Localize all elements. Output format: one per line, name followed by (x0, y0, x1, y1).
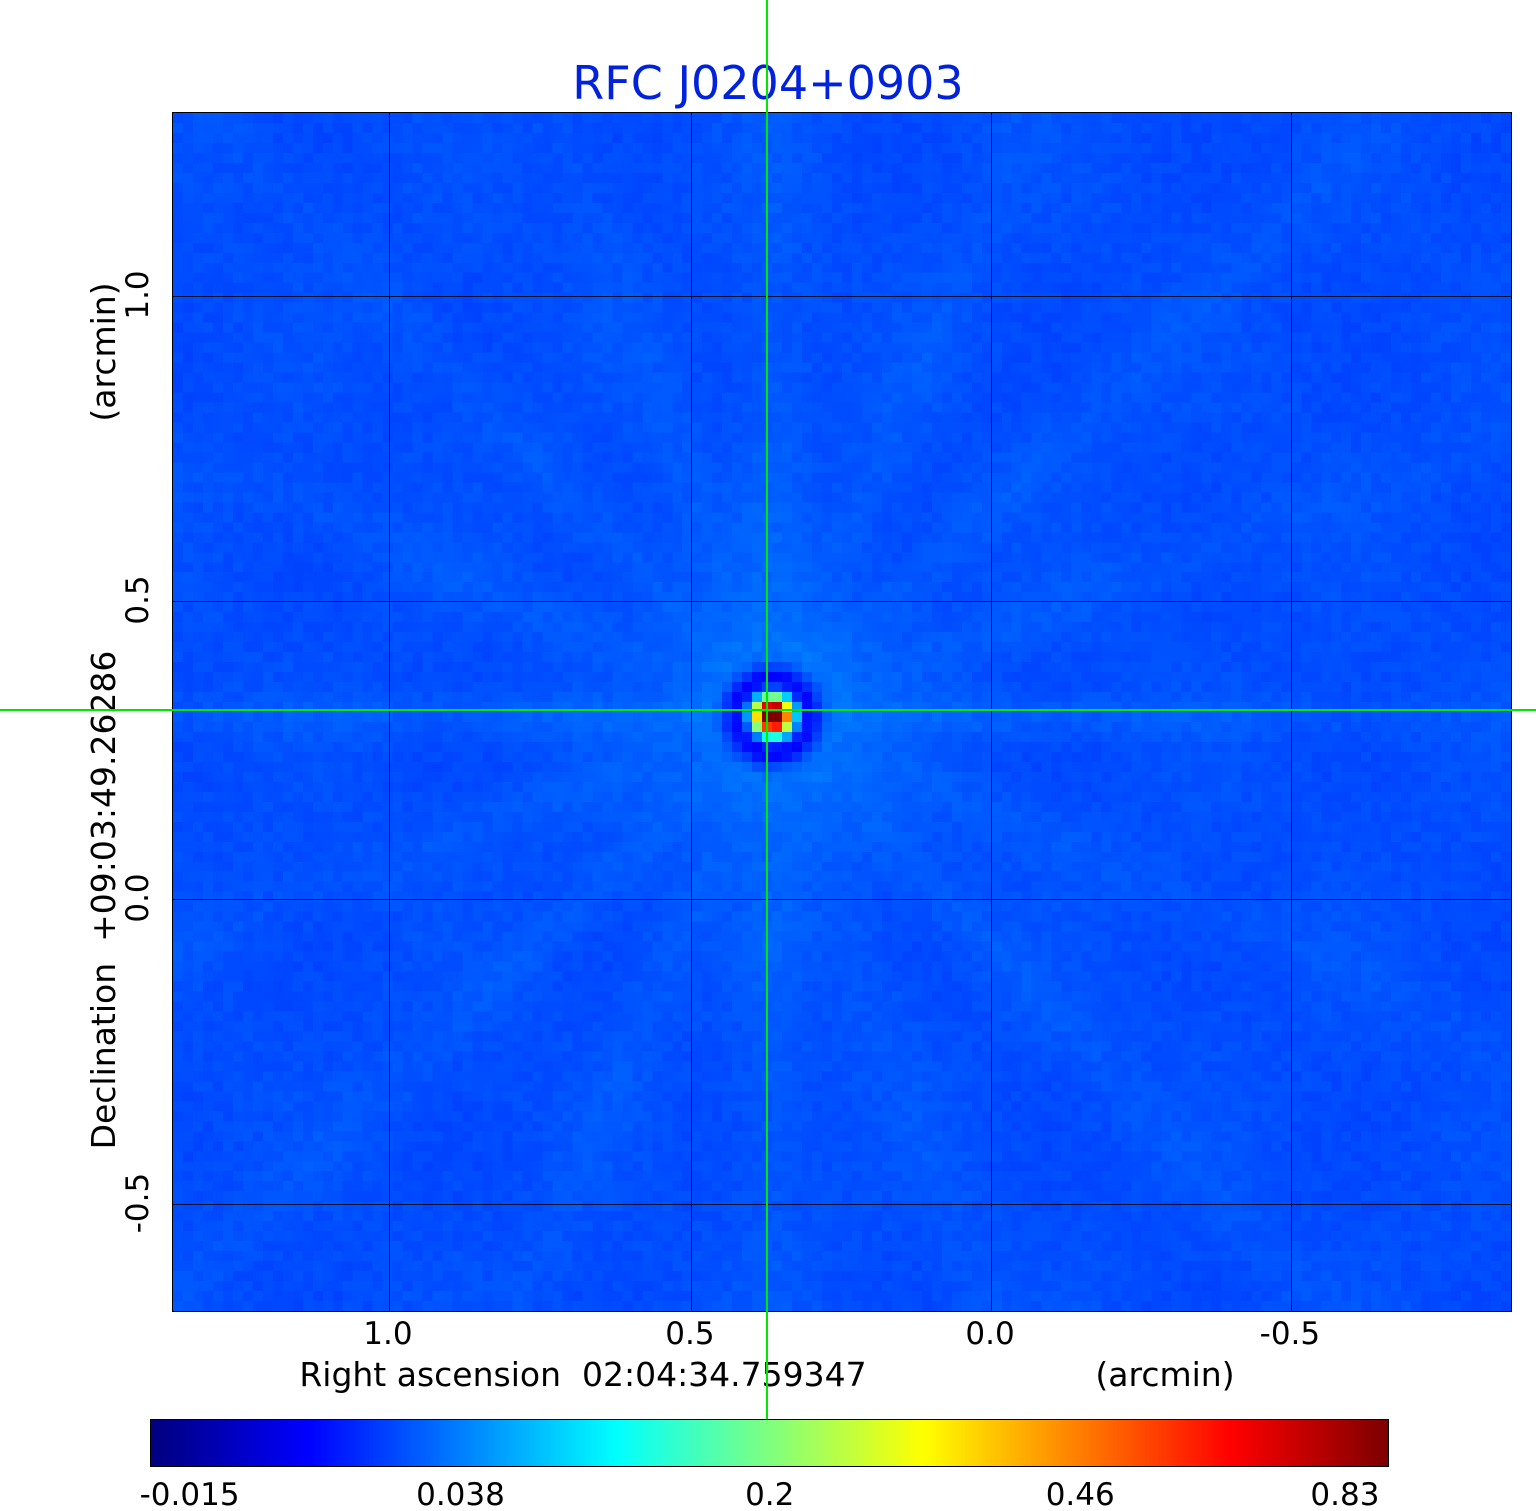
grid-line-vertical (388, 113, 390, 1311)
x-tick-label: -0.5 (1259, 1316, 1321, 1352)
colorbar-tick-label: 0.46 (1045, 1477, 1115, 1511)
x-axis-tick-labels: 1.0 0.5 0.0 -0.5 (172, 1316, 1510, 1352)
colorbar-tick-label: 0.83 (1310, 1477, 1380, 1511)
colorbar-tick-label: 0.038 (416, 1477, 505, 1511)
crosshair-horizontal-line (0, 709, 1536, 712)
x-tick-label: 0.5 (665, 1316, 715, 1352)
colorbar-gradient-canvas (151, 1420, 1388, 1466)
grid-line-vertical (991, 113, 993, 1311)
colorbar-tick-label: 0.2 (745, 1477, 795, 1511)
grid-line-horizontal (173, 600, 1511, 602)
grid-line-horizontal (173, 295, 1511, 297)
y-axis-label: Declination +09:03:49.26286 (84, 650, 123, 1150)
y-tick-label: 0.5 (120, 575, 156, 625)
heatmap-canvas (173, 113, 1511, 1311)
coordinate-grid (173, 113, 1511, 1311)
x-axis-label: Right ascension 02:04:34.759347 (299, 1355, 867, 1394)
grid-line-horizontal (173, 899, 1511, 900)
x-axis-unit-label: (arcmin) (1095, 1355, 1235, 1394)
colorbar (150, 1419, 1389, 1467)
x-tick-label: 1.0 (363, 1316, 413, 1352)
y-tick-label: -0.5 (120, 1172, 156, 1234)
figure-title: RFC J0204+0903 (572, 56, 964, 110)
y-tick-label: 1.0 (120, 270, 156, 320)
colorbar-tick-labels: -0.015 0.038 0.2 0.46 0.83 (140, 1477, 1387, 1511)
grid-line-horizontal (173, 1204, 1511, 1206)
grid-line-vertical (1290, 113, 1292, 1311)
grid-line-vertical (690, 113, 692, 1311)
colorbar-tick-label: -0.015 (139, 1477, 240, 1511)
plot-area (172, 112, 1512, 1312)
x-tick-label: 0.0 (965, 1316, 1015, 1352)
y-axis-unit-label: (arcmin) (84, 282, 123, 422)
y-tick-label: 0.0 (120, 873, 156, 923)
